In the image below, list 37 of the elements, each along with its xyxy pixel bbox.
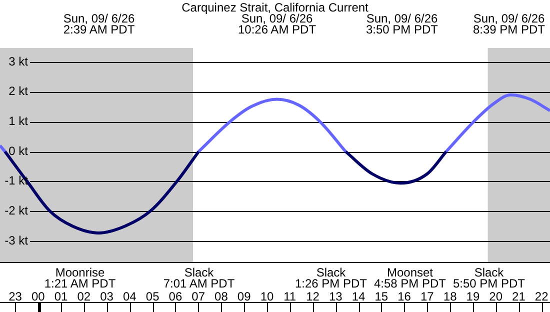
x-tick-label: 10 xyxy=(260,289,274,304)
text: Sun, 09/ 6/26 8:39 PM PDT xyxy=(472,11,546,36)
y-tick-label: 1 kt xyxy=(8,114,29,128)
x-tick-label: 17 xyxy=(420,289,434,304)
y-tick-label: 2 kt xyxy=(8,84,29,98)
x-tick-label: 19 xyxy=(466,289,480,304)
x-tick-label: 05 xyxy=(146,289,160,304)
text: Slack 1:26 PM PDT xyxy=(294,265,368,290)
text: Sun, 09/ 6/26 2:39 AM PDT xyxy=(63,11,136,36)
x-tick-label: 11 xyxy=(284,289,296,304)
text: Moonrise 1:21 AM PDT xyxy=(44,265,116,290)
y-tick-label: 0 kt xyxy=(8,144,29,158)
x-tick-label: 08 xyxy=(214,289,228,304)
x-tick-label: 12 xyxy=(306,289,320,304)
y-tick-label: 3 kt xyxy=(8,54,29,68)
x-tick-label: 09 xyxy=(237,289,252,304)
x-tick-label: 16 xyxy=(398,289,412,304)
x-tick-label: 03 xyxy=(100,289,114,304)
x-tick-label: 21 xyxy=(512,289,526,304)
x-tick-label: 02 xyxy=(77,289,91,304)
x-tick-label: 20 xyxy=(489,289,503,304)
text: Slack 5:50 PM PDT xyxy=(452,265,526,290)
x-tick-label: 01 xyxy=(54,289,68,304)
x-tick-label: 23 xyxy=(8,289,22,304)
text: Slack 7:01 AM PDT xyxy=(163,265,236,290)
x-tick-label: 13 xyxy=(328,289,343,304)
x-tick-label: 06 xyxy=(168,289,182,304)
x-tick-label: 04 xyxy=(123,289,137,304)
text: Moonset 4:58 PM PDT xyxy=(374,265,447,290)
x-tick-label: 18 xyxy=(443,289,458,304)
y-tick-label: -2 kt xyxy=(4,203,29,218)
x-tick-label: 07 xyxy=(192,289,206,304)
x-tick-label: 22 xyxy=(534,289,549,304)
x-tick-label: 14 xyxy=(352,289,366,304)
y-tick-label: -3 kt xyxy=(4,233,29,248)
x-tick-label: 00 xyxy=(31,289,46,304)
x-tick-label: 15 xyxy=(374,289,388,304)
